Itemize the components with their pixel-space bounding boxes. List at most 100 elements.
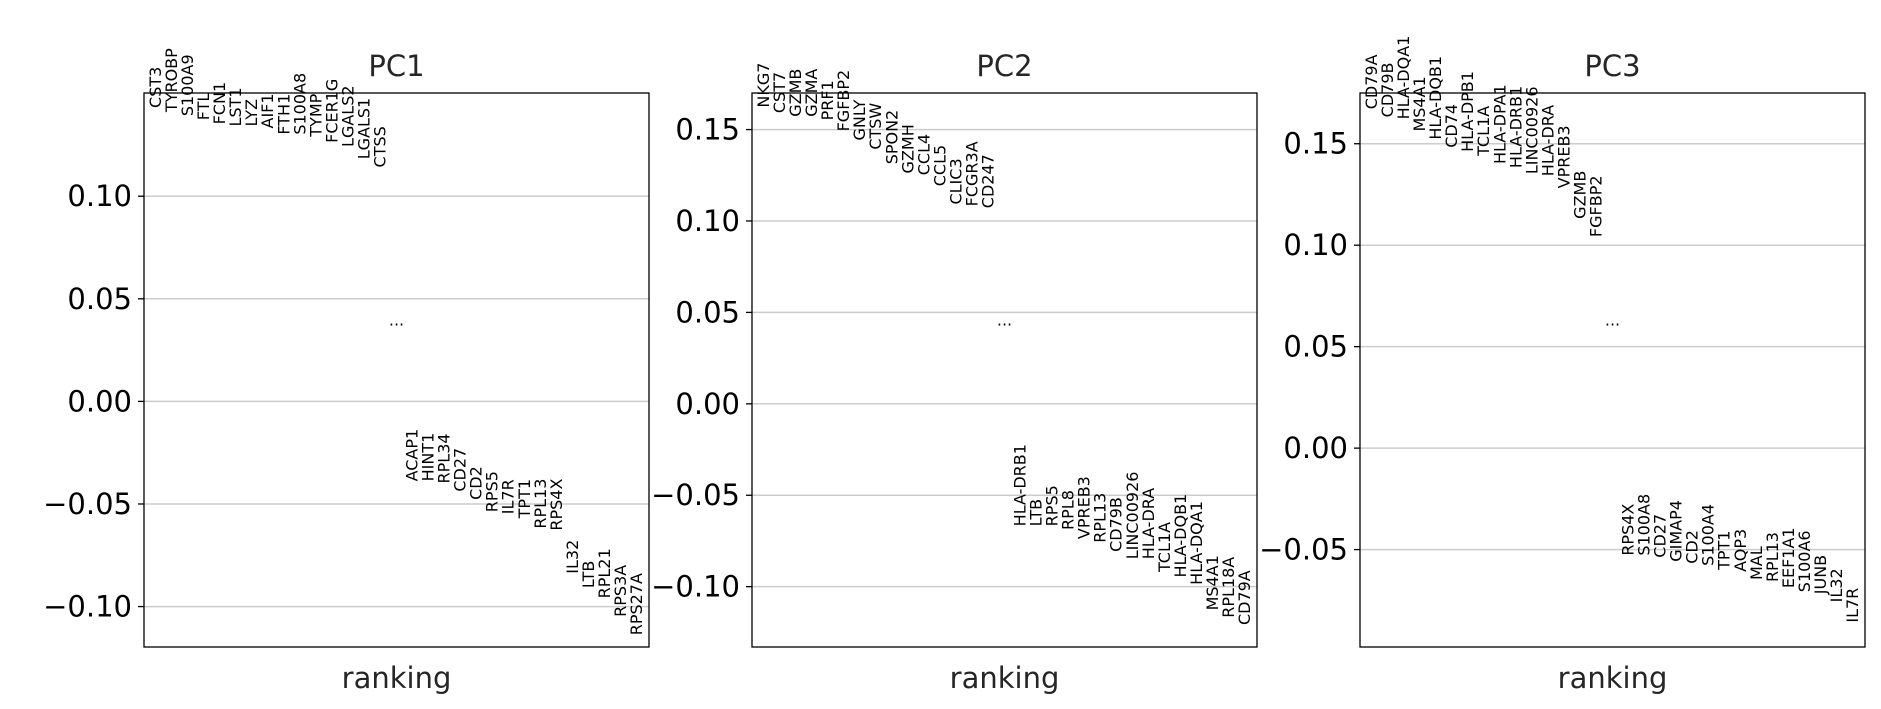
gene-label: HLA-DQB1 xyxy=(1171,494,1190,578)
gene-label: GNLY xyxy=(850,99,869,140)
gene-label: CD79B xyxy=(1107,497,1126,552)
y-tick-label: −0.10 xyxy=(651,570,740,604)
y-tick-label: 0.05 xyxy=(1283,330,1348,364)
panel-pc1: 0.10 0.05 0.00 −0.05 −0.10 PC1 ranking CST3TYRO… xyxy=(43,48,650,695)
gene-label: RPL13 xyxy=(1091,493,1110,543)
gene-label: RPL8 xyxy=(1059,490,1078,530)
gene-label: LINC00926 xyxy=(1123,472,1142,560)
gene-label: HLA-DRB1 xyxy=(1011,444,1030,526)
gene-label: S100A8 xyxy=(1635,494,1654,556)
gene-label: FTH1 xyxy=(274,94,293,135)
panel-pc2: 0.15 0.10 0.05 0.00 −0.05 −0.10 PC2 ranking NKG7… xyxy=(651,49,1258,695)
plot-frame xyxy=(1359,92,1866,648)
gene-label: HLA-DRA xyxy=(1139,488,1158,559)
gene-label: CCL5 xyxy=(930,145,949,186)
y-tick-label: −0.05 xyxy=(43,487,132,521)
gene-label: CTSS xyxy=(370,126,389,167)
gene-label: RPS27A xyxy=(627,573,646,635)
panel-title: PC2 xyxy=(976,49,1032,83)
gene-label: GZMA xyxy=(802,69,821,117)
gene-label: RPS3A xyxy=(611,565,630,617)
gene-label: TCL1A xyxy=(1155,522,1174,573)
plot-frame xyxy=(143,92,650,648)
gene-label: VPREB3 xyxy=(1075,476,1094,539)
gene-label: RPS4X xyxy=(547,479,566,531)
y-tick-label: 0.05 xyxy=(675,295,740,329)
gene-label: JUNB xyxy=(1811,555,1830,595)
gene-label: CST7 xyxy=(770,72,789,113)
gene-label: FGFBP2 xyxy=(834,70,853,132)
y-tick-label: 0.10 xyxy=(67,179,132,213)
gene-label: CST3 xyxy=(146,67,165,108)
gene-label: TPT1 xyxy=(1715,531,1734,571)
y-tick-label: 0.10 xyxy=(675,204,740,238)
gene-label: AIF1 xyxy=(258,93,277,128)
x-axis-label: ranking xyxy=(1558,661,1668,695)
gene-label: RPL21 xyxy=(595,548,614,598)
gene-label: TYROBP xyxy=(162,48,181,113)
gene-label: ACAP1 xyxy=(403,429,422,482)
y-tick-label: 0.15 xyxy=(675,113,740,147)
y-tick-label: 0.15 xyxy=(1283,127,1348,161)
gene-label: CD2 xyxy=(1683,530,1702,564)
gene-label: HLA-DPB1 xyxy=(1458,71,1477,152)
ellipsis-marker: ... xyxy=(997,311,1012,330)
gene-label: GIMAP4 xyxy=(1667,500,1686,562)
gene-label: FGFBP2 xyxy=(1586,175,1605,237)
gene-label: FCER1G xyxy=(322,79,341,143)
gene-label: LINC00926 xyxy=(1522,87,1541,175)
y-tick-label: −0.05 xyxy=(1259,533,1348,567)
gene-label: GZMB xyxy=(786,69,805,117)
gene-label: MAL xyxy=(1747,546,1766,580)
gene-label: RPS5 xyxy=(483,471,502,512)
gene-label: NKG7 xyxy=(754,63,773,108)
gene-label: LST1 xyxy=(226,87,245,126)
gene-label: CD27 xyxy=(1651,514,1670,558)
y-tick-label: −0.05 xyxy=(651,478,740,512)
gene-label: S100A4 xyxy=(1699,504,1718,566)
gene-label: IL32 xyxy=(563,540,582,574)
y-tick-label: 0.05 xyxy=(67,282,132,316)
gene-label: CD79B xyxy=(1378,63,1397,118)
gene-label: MS4A1 xyxy=(1203,555,1222,610)
gene-label: AQP3 xyxy=(1731,529,1750,572)
gene-label: RPL34 xyxy=(435,433,454,483)
gene-label: CCL4 xyxy=(914,134,933,175)
gene-label: S100A8 xyxy=(290,73,309,135)
gene-label: SPON2 xyxy=(882,110,901,165)
y-tick-label: 0.00 xyxy=(675,387,740,421)
gene-label: RPS5 xyxy=(1043,485,1062,526)
gene-label: CD247 xyxy=(978,154,997,208)
gene-label: RPL13 xyxy=(531,479,550,529)
gene-label: HLA-DRB1 xyxy=(1506,86,1525,168)
gene-label: RPL18A xyxy=(1219,557,1238,618)
gene-label: FCGR3A xyxy=(962,141,981,206)
gene-label: CD79A xyxy=(1362,54,1381,109)
y-tick-label: 0.10 xyxy=(1283,228,1348,262)
panel-title: PC3 xyxy=(1584,49,1640,83)
gene-label: TYMP xyxy=(306,93,325,137)
gene-label: HINT1 xyxy=(419,433,438,482)
panel-pc3: 0.15 0.10 0.05 0.00 −0.05 PC3 ranking CD79ACD79… xyxy=(1259,36,1866,695)
ellipsis-marker: ... xyxy=(389,311,404,330)
x-axis-label: ranking xyxy=(950,661,1060,695)
gene-label: EEF1A1 xyxy=(1779,527,1798,588)
gene-label: RPS4X xyxy=(1619,504,1638,556)
gene-label: CD27 xyxy=(451,448,470,492)
gene-label: CD79A xyxy=(1235,570,1254,625)
gene-label: LGALS2 xyxy=(338,85,357,147)
gene-label: CTSW xyxy=(866,103,885,150)
gene-label: LTB xyxy=(579,561,598,588)
gene-label: HLA-DPA1 xyxy=(1490,84,1509,164)
gene-label: IL7R xyxy=(499,479,518,514)
gene-label: PRF1 xyxy=(818,80,837,120)
gene-label: FCN1 xyxy=(210,82,229,125)
gene-label: MS4A1 xyxy=(1410,76,1429,131)
plot-frame xyxy=(751,92,1258,648)
gene-label: HLA-DQA1 xyxy=(1394,36,1413,120)
gene-label: LTB xyxy=(1027,499,1046,526)
gene-label: S100A6 xyxy=(1795,530,1814,592)
gene-label: LGALS1 xyxy=(354,98,373,160)
y-tick-label: 0.00 xyxy=(1283,431,1348,465)
